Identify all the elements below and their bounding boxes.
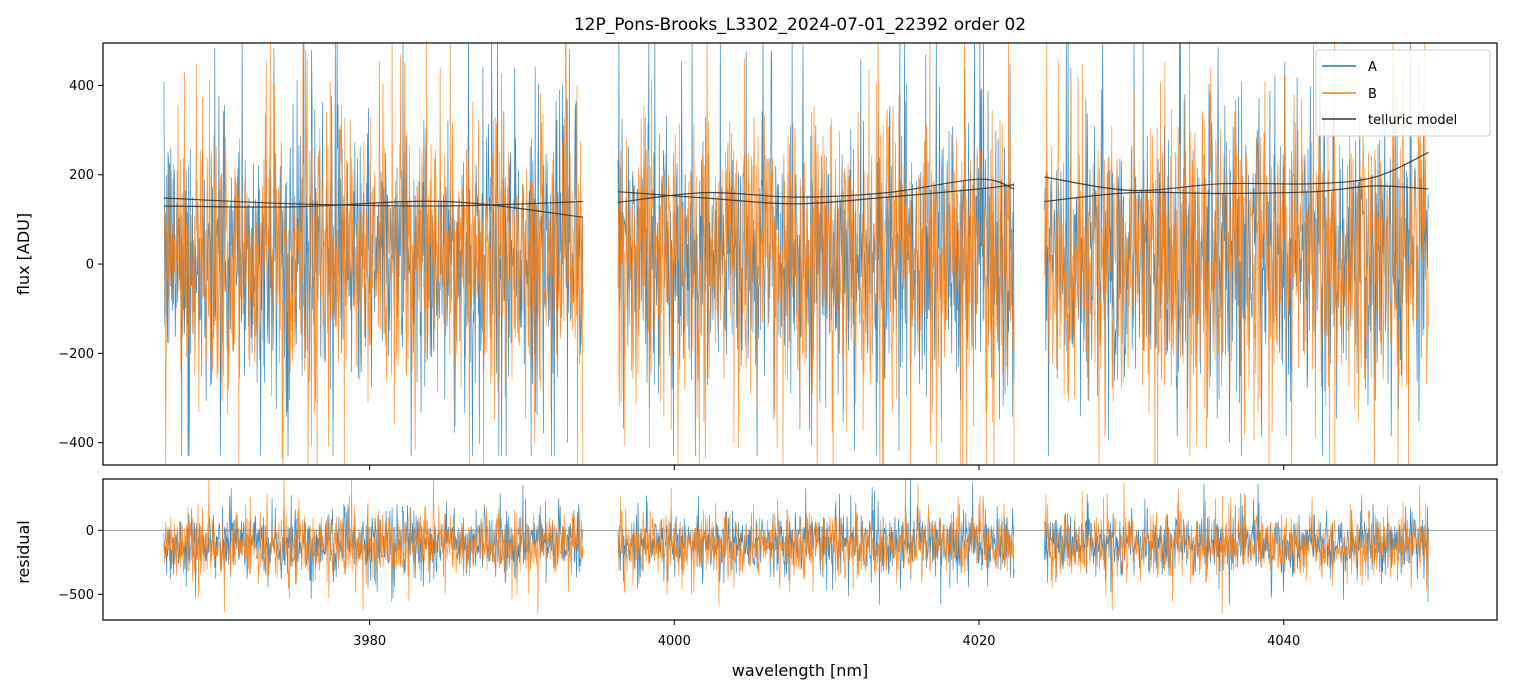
telluric-model-curve — [617, 178, 1015, 203]
x-tick-label: 4020 — [962, 634, 995, 649]
flux-y-ticks: −400 −200 0 200 400 — [58, 79, 103, 451]
legend-box — [1315, 49, 1491, 137]
residual-panel-frame — [102, 478, 1498, 621]
residual-y-ticks: −500 0 — [58, 524, 103, 603]
legend: A B telluric model — [1315, 49, 1491, 137]
flux-x-ticks — [369, 465, 1285, 470]
chart-title: 12P_Pons-Brooks_L3302_2024-07-01_22392 o… — [574, 15, 1026, 35]
legend-label-telluric: telluric model — [1368, 113, 1457, 128]
residual-ylabel: residual — [14, 520, 33, 583]
telluric-model-curve — [1044, 151, 1429, 192]
residual-x-ticks: 3980 4000 4020 4040 — [353, 620, 1300, 649]
y-tick-label: 400 — [69, 79, 94, 94]
x-tick-label: 3980 — [353, 634, 386, 649]
legend-label-a: A — [1368, 60, 1377, 75]
flux-panel-frame — [102, 42, 1498, 466]
telluric-model-curve — [1044, 185, 1429, 203]
residual-xlabel: wavelength [nm] — [732, 661, 869, 680]
y-tick-label: −400 — [58, 436, 94, 451]
telluric-model-curve — [163, 197, 583, 207]
y-tick-label: 0 — [86, 524, 94, 539]
residual-series-b — [163, 479, 1429, 614]
residual-panel: −500 0 3980 4000 4020 4040 residual waveleng… — [14, 478, 1498, 680]
legend-label-b: B — [1368, 87, 1377, 102]
y-tick-label: −500 — [58, 588, 94, 603]
y-tick-label: 0 — [86, 258, 94, 273]
flux-ylabel: flux [ADU] — [14, 213, 33, 295]
telluric-model-curve — [617, 184, 1015, 205]
telluric-model-curve — [163, 200, 583, 218]
y-tick-label: 200 — [69, 168, 94, 183]
x-tick-label: 4000 — [658, 634, 691, 649]
x-tick-label: 4040 — [1267, 634, 1300, 649]
y-tick-label: −200 — [58, 347, 94, 362]
flux-panel: −400 −200 0 200 400 flux [ADU] — [14, 42, 1498, 470]
